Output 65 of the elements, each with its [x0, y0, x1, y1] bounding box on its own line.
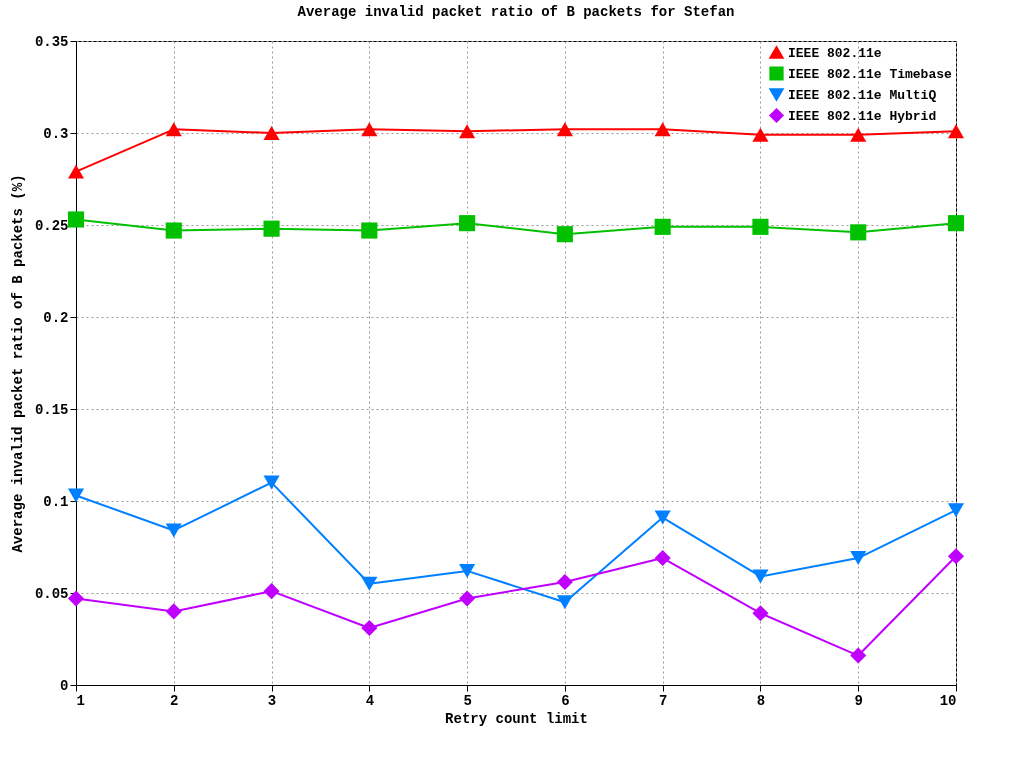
x-tick-label: 2 [170, 692, 179, 709]
point [556, 226, 573, 243]
point [556, 122, 573, 137]
point [67, 164, 85, 179]
point [263, 583, 280, 600]
point [752, 569, 769, 584]
point [947, 124, 965, 139]
point [67, 211, 85, 228]
point [556, 573, 573, 591]
point [850, 551, 867, 566]
point [361, 122, 378, 137]
legend-label: IEEE 802.11e Hybrid [788, 108, 937, 124]
point [459, 215, 476, 232]
point [263, 126, 280, 140]
point [459, 590, 476, 607]
point [850, 127, 867, 142]
point [752, 218, 769, 235]
point [654, 510, 671, 525]
y-tick-label: 0.05 [34, 585, 69, 602]
x-axis-title: Retry count limit [445, 710, 588, 727]
x-tick-label: 4 [365, 692, 375, 709]
x-tick-label: 9 [854, 692, 863, 709]
point [459, 124, 476, 139]
legend-label: IEEE 802.11e MultiQ [788, 87, 937, 103]
point [361, 619, 378, 637]
point [850, 647, 867, 664]
y-axis-title: Average invalid packet ratio of B packets (%) [9, 174, 26, 553]
point [165, 122, 182, 137]
point [361, 576, 378, 591]
point [361, 222, 378, 239]
point [947, 548, 965, 565]
point [459, 563, 476, 578]
y-tick-label: 0.1 [43, 493, 69, 510]
x-tick-label: 6 [561, 692, 570, 709]
point [654, 549, 671, 567]
y-tick-label: 0.3 [43, 125, 69, 142]
y-tick-label: 0.15 [34, 401, 69, 418]
x-tick-label: 3 [267, 692, 277, 709]
point [67, 590, 85, 607]
point [947, 215, 965, 232]
legend-label: IEEE 802.11e Timebase [788, 66, 953, 82]
point [947, 503, 965, 518]
x-tick-label: 1 [76, 692, 85, 709]
y-tick-label: 0 [60, 677, 69, 694]
legend-label: IEEE 802.11e [788, 45, 882, 61]
point [556, 595, 573, 610]
point [752, 127, 769, 142]
point [165, 523, 182, 538]
x-tick-label: 5 [463, 692, 472, 709]
point [67, 488, 85, 503]
point [263, 220, 280, 237]
point [165, 603, 182, 620]
y-tick-label: 0.35 [34, 33, 69, 50]
point [752, 605, 769, 622]
point [654, 122, 671, 137]
x-tick-label: 7 [658, 692, 668, 709]
point [654, 218, 671, 235]
point [263, 475, 280, 490]
chart-title: Average invalid packet ratio of B packets for Stefan [297, 4, 735, 20]
x-tick-label: 10 [939, 692, 957, 709]
y-tick-label: 0.25 [34, 217, 69, 234]
point [165, 222, 182, 239]
x-tick-label: 8 [756, 692, 766, 709]
y-tick-label: 0.2 [43, 309, 69, 326]
point [850, 224, 867, 241]
